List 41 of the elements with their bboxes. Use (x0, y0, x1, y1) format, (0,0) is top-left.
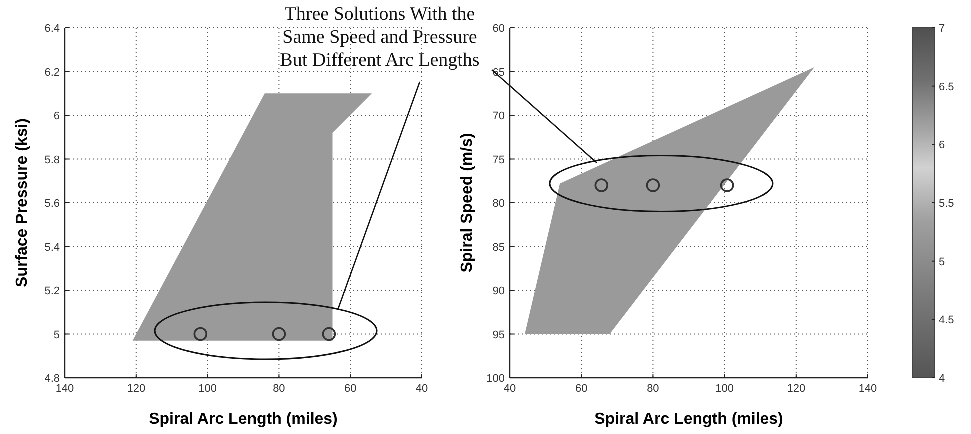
x-tick-label: 120 (787, 383, 806, 395)
color-bar-label: 7 (939, 23, 946, 35)
color-bar-label: 4.5 (939, 314, 954, 327)
color-bar-label: 5.5 (939, 198, 954, 210)
y-tick-label: 6 (54, 110, 60, 122)
x-tick-label: 60 (344, 383, 357, 395)
x-tick-label: 80 (273, 383, 286, 395)
x-tick-label: 40 (416, 383, 428, 395)
y-tick-label: 75 (492, 154, 505, 166)
y-tick-label: 90 (492, 286, 505, 298)
color-bar-label: 4 (939, 373, 946, 385)
color-bar-label: 6 (939, 140, 946, 152)
annotation: Three Solutions With the Same Speed and Pressure But Different Arc Lengths (280, 4, 480, 71)
y-tick-label: 5 (54, 329, 60, 342)
y-tick-label: 6.4 (44, 23, 60, 35)
y-tick-label: 100 (486, 373, 505, 385)
y-tick-label: 70 (492, 110, 505, 122)
y-tick-label: 85 (492, 242, 505, 254)
y-axis-title: Surface Pressure (ksi) (14, 118, 31, 288)
x-tick-label: 140 (56, 383, 74, 395)
y-tick-label: 5.4 (44, 242, 60, 254)
x-tick-label: 100 (198, 383, 217, 395)
y-tick-label: 5.2 (44, 286, 60, 298)
x-tick-label: 80 (647, 383, 660, 395)
y-tick-label: 5.8 (44, 154, 60, 166)
x-tick-label: 60 (575, 383, 588, 395)
x-tick-label: 120 (127, 383, 146, 395)
y-axis-title: Spiral Speed (m/s) (459, 133, 476, 273)
x-tick-label: 40 (504, 383, 516, 395)
y-tick-label: 4.8 (44, 373, 60, 385)
y-tick-label: 95 (492, 329, 505, 342)
y-tick-label: 80 (492, 198, 505, 210)
y-tick-label: 60 (492, 23, 505, 35)
color-bar-label: 6.5 (939, 81, 954, 94)
x-tick-label: 100 (716, 383, 734, 395)
color-bar-label: 5 (939, 256, 946, 268)
y-tick-label: 5.6 (44, 198, 60, 210)
y-tick-label: 6.2 (44, 66, 60, 79)
x-axis-title: Spiral Arc Length (miles) (594, 411, 784, 428)
x-tick-label: 140 (858, 383, 878, 395)
x-axis-title: Spiral Arc Length (miles) (149, 411, 338, 428)
